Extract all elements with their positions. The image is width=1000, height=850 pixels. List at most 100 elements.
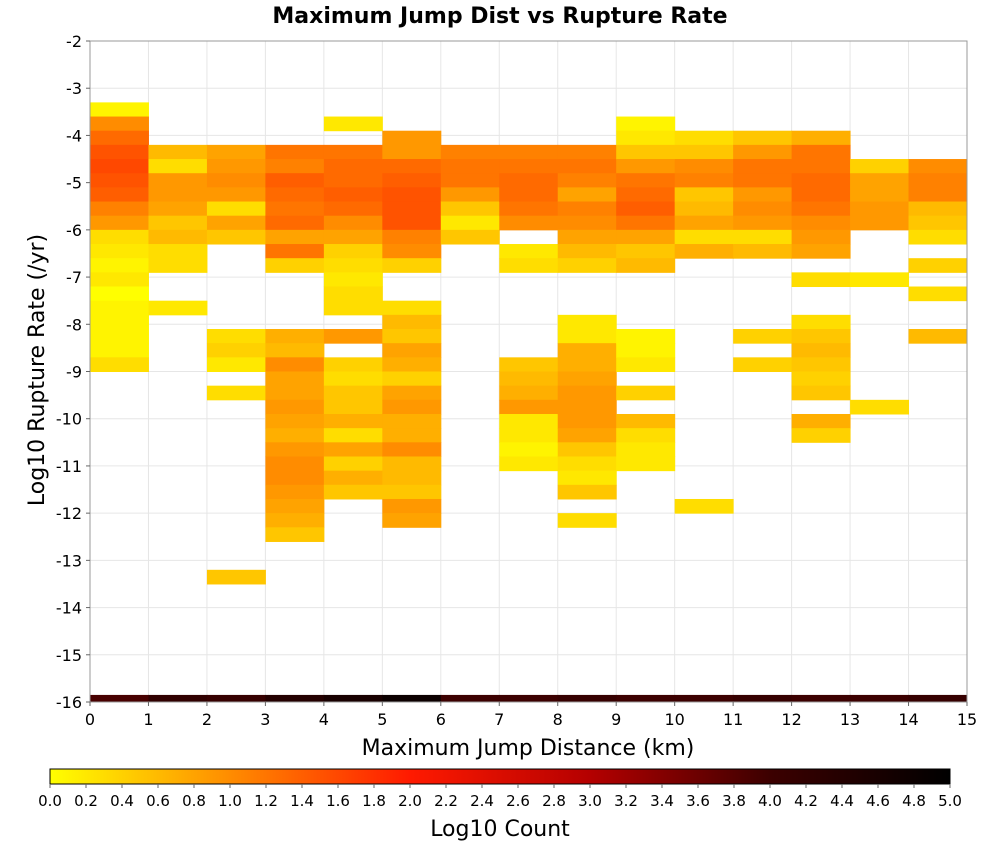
- heatmap-cell: [616, 357, 676, 372]
- colorbar-tick-label: 0.2: [74, 792, 98, 810]
- heatmap-cell: [557, 484, 617, 500]
- heatmap-cell: [499, 399, 559, 415]
- heatmap-bottom-cell: [674, 694, 734, 702]
- colorbar-tick-label: 1.8: [362, 792, 386, 810]
- heatmap-cell: [148, 244, 208, 259]
- heatmap-cell: [791, 272, 851, 288]
- heatmap-cell: [90, 144, 149, 160]
- heatmap-cell: [499, 371, 559, 387]
- heatmap-cell: [440, 201, 500, 217]
- heatmap-cell: [499, 428, 559, 443]
- heatmap-cell: [265, 442, 325, 457]
- heatmap-cell: [90, 159, 149, 174]
- heatmap-bottom-cell: [733, 694, 793, 702]
- heatmap-cell: [440, 173, 500, 188]
- heatmap-cell: [557, 144, 617, 160]
- x-tick-label: 10: [664, 710, 684, 729]
- y-axis-ticks: -2 -3 -4 -5 -6 -7 -8 -9 -10 -11 -12 -13 -14 -15 -16: [56, 32, 90, 712]
- colorbar-tick-label: 1.4: [290, 792, 314, 810]
- heatmap-cell: [382, 498, 442, 514]
- heatmap-cell: [733, 229, 793, 245]
- heatmap-cell: [90, 201, 149, 217]
- heatmap-cell: [908, 173, 968, 188]
- heatmap-cell: [557, 258, 617, 273]
- heatmap-cell: [557, 385, 617, 401]
- heatmap-bottom-cell: [382, 694, 442, 702]
- colorbar-tick-label: 3.0: [578, 792, 602, 810]
- colorbar-tick-label: 5.0: [938, 792, 962, 810]
- y-tick-label: -16: [56, 693, 82, 712]
- heatmap-cell: [791, 187, 851, 203]
- heatmap-bottom-cell: [499, 694, 559, 702]
- heatmap-cell: [733, 215, 793, 231]
- heatmap-cell: [265, 498, 325, 514]
- heatmap-cell: [382, 244, 442, 259]
- x-tick-label: 6: [436, 710, 446, 729]
- heatmap-bottom-cell: [440, 694, 500, 702]
- colorbar-ticks: 0.0 0.2 0.4 0.6 0.8 1.0 1.2 1.4 1.6 1.8 2.0 2.2 2.4 2…: [38, 784, 962, 810]
- heatmap-cell: [908, 229, 968, 245]
- heatmap-cell: [499, 215, 559, 231]
- heatmap-cell: [265, 244, 325, 259]
- heatmap-cell: [206, 569, 266, 585]
- y-tick-label: -5: [66, 174, 82, 193]
- heatmap-cell: [908, 201, 968, 217]
- heatmap-cell: [323, 215, 383, 231]
- heatmap-cell: [382, 513, 442, 528]
- heatmap-cell: [382, 258, 442, 273]
- colorbar: [49, 768, 951, 785]
- heatmap-cell: [265, 484, 325, 500]
- heatmap-cell: [440, 187, 500, 203]
- heatmap-cell: [616, 456, 676, 472]
- heatmap-cell: [323, 385, 383, 401]
- y-tick-label: -11: [56, 457, 82, 476]
- heatmap-cell: [90, 215, 149, 231]
- heatmap-cell: [791, 428, 851, 443]
- colorbar-tick-label: 1.0: [218, 792, 242, 810]
- heatmap-cell: [791, 329, 851, 344]
- heatmap-cell: [265, 399, 325, 415]
- heatmap-cell: [323, 399, 383, 415]
- heatmap-cell: [265, 215, 325, 231]
- heatmap-cell: [265, 159, 325, 174]
- heatmap-cell: [323, 357, 383, 372]
- heatmap-cell: [382, 229, 442, 245]
- heatmap-cell: [674, 215, 734, 231]
- heatmap-cell: [323, 173, 383, 188]
- heatmap-cell: [674, 173, 734, 188]
- heatmap-cell: [557, 215, 617, 231]
- x-axis-title: Maximum Jump Distance (km): [362, 736, 695, 761]
- heatmap-cell: [90, 102, 149, 118]
- x-tick-label: 3: [260, 710, 270, 729]
- heatmap-cell: [206, 229, 266, 245]
- heatmap-cell: [382, 442, 442, 457]
- heatmap-cell: [265, 513, 325, 528]
- heatmap-cell: [382, 130, 442, 146]
- heatmap-cell: [557, 513, 617, 528]
- heatmap-cell: [265, 229, 325, 245]
- y-tick-label: -13: [56, 551, 82, 570]
- heatmap-cell: [616, 130, 676, 146]
- x-tick-label: 12: [781, 710, 801, 729]
- colorbar-tick-label: 2.8: [542, 792, 566, 810]
- heatmap-cell: [90, 300, 149, 316]
- heatmap-cell: [733, 244, 793, 259]
- heatmap-cell: [791, 159, 851, 174]
- heatmap-cell: [616, 229, 676, 245]
- heatmap-cell: [557, 413, 617, 429]
- heatmap-cell: [90, 173, 149, 188]
- heatmap-cell: [499, 244, 559, 259]
- heatmap-cell: [90, 314, 149, 330]
- heatmap-cell: [382, 173, 442, 188]
- x-tick-label: 4: [319, 710, 329, 729]
- y-tick-label: -12: [56, 504, 82, 523]
- heatmap-bottom-cell: [265, 694, 325, 702]
- heatmap-cell: [148, 144, 208, 160]
- heatmap-cell: [148, 258, 208, 273]
- colorbar-tick-label: 0.4: [110, 792, 134, 810]
- heatmap-cell: [616, 116, 676, 132]
- colorbar-tick-label: 0.0: [38, 792, 62, 810]
- colorbar-tick-label: 1.2: [254, 792, 278, 810]
- heatmap-cell: [382, 470, 442, 486]
- heatmap-cell: [382, 300, 442, 316]
